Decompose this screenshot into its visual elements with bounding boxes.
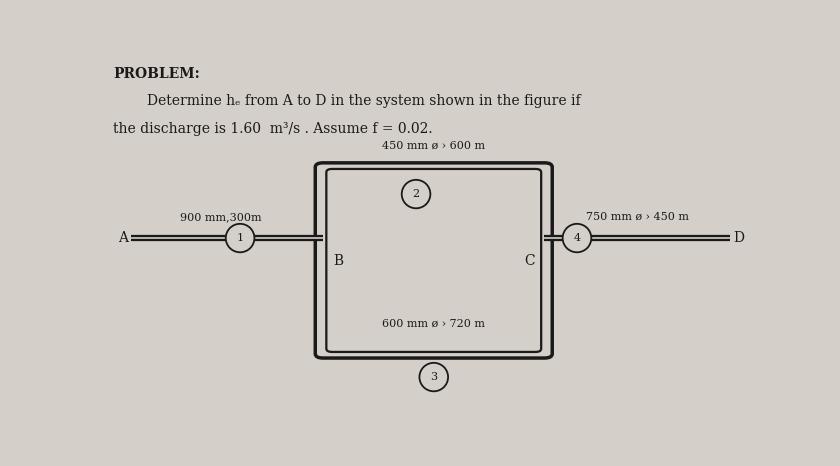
Ellipse shape bbox=[419, 363, 448, 391]
Ellipse shape bbox=[226, 224, 255, 252]
Ellipse shape bbox=[402, 180, 430, 208]
Text: 600 mm ø › 720 m: 600 mm ø › 720 m bbox=[382, 319, 486, 329]
Text: C: C bbox=[524, 254, 535, 268]
Text: 750 mm ø › 450 m: 750 mm ø › 450 m bbox=[585, 212, 689, 222]
Text: the discharge is 1.60  m³/s . Assume f = 0.02.: the discharge is 1.60 m³/s . Assume f = … bbox=[113, 122, 433, 136]
Text: 4: 4 bbox=[574, 233, 580, 243]
Text: 3: 3 bbox=[430, 372, 438, 382]
Text: B: B bbox=[333, 254, 343, 268]
Text: 900 mm,300m: 900 mm,300m bbox=[180, 212, 261, 222]
Ellipse shape bbox=[563, 224, 591, 252]
Text: 2: 2 bbox=[412, 189, 420, 199]
Text: PROBLEM:: PROBLEM: bbox=[113, 67, 200, 81]
Text: D: D bbox=[733, 231, 744, 245]
Text: Determine hₑ from A to D in the system shown in the figure if: Determine hₑ from A to D in the system s… bbox=[147, 94, 581, 108]
Text: A: A bbox=[118, 231, 128, 245]
Text: 1: 1 bbox=[237, 233, 244, 243]
Text: 450 mm ø › 600 m: 450 mm ø › 600 m bbox=[382, 141, 486, 151]
